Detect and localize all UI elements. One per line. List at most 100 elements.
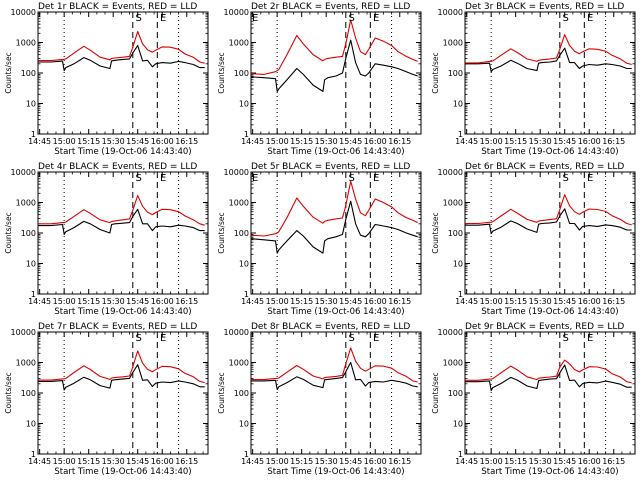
x-axis-label: Start Time (19-Oct-06 14:43:40) (54, 147, 191, 157)
y-tick-label: 1000 (16, 359, 36, 368)
panel-title: Det 3r BLACK = Events, RED = LLD (465, 2, 624, 12)
y-axis-label: Counts/sec (4, 212, 13, 253)
y-tick-label: 10000 (11, 328, 36, 337)
detector-panel: Det 7r BLACK = Events, RED = LLD 1 10 100 10… (4, 322, 209, 477)
plot-frame (250, 331, 422, 455)
panel-title: Det 4r BLACK = Events, RED = LLD (38, 162, 197, 172)
x-tick-label: 15:00 (53, 137, 76, 146)
y-tick-label: 1000 (16, 199, 36, 208)
marker-annotation: S (135, 333, 141, 344)
x-tick-label: 15:45 (339, 457, 362, 466)
x-tick-label: 15:30 (102, 137, 125, 146)
x-tick-label: 16:00 (364, 137, 387, 146)
y-axis-label: Counts/sec (4, 372, 13, 413)
x-tick-label: 14:45 (455, 137, 478, 146)
x-tick-label: 16:00 (578, 137, 601, 146)
panel-title: Det 7r BLACK = Events, RED = LLD (38, 322, 197, 332)
detector-panel: Det 4r BLACK = Events, RED = LLD 1 10 100 10… (4, 162, 209, 317)
marker-annotation: E (252, 173, 258, 184)
panel-title: Det 5r BLACK = Events, RED = LLD (251, 162, 410, 172)
y-tick-label: 10 (26, 260, 36, 269)
x-tick-label: 15:45 (339, 297, 362, 306)
y-tick-label: 1000 (443, 199, 463, 208)
x-tick-label: 14:45 (28, 457, 51, 466)
lld-series-line (38, 30, 205, 64)
y-tick-label: 1000 (443, 39, 463, 48)
y-axis-label: Counts/sec (217, 52, 226, 93)
y-tick-label: 100 (234, 229, 249, 238)
y-tick-label: 100 (234, 69, 249, 78)
marker-annotation: S (348, 173, 354, 184)
y-axis-label: Counts/sec (217, 372, 226, 413)
lld-series-line (250, 19, 418, 75)
marker-annotation: S (562, 333, 568, 344)
y-tick-label: 1 (244, 450, 249, 459)
x-tick-label: 15:45 (126, 457, 149, 466)
x-axis-label: Start Time (19-Oct-06 14:43:40) (481, 147, 618, 157)
y-tick-label: 100 (448, 69, 463, 78)
y-tick-label: 10 (26, 100, 36, 109)
x-tick-label: 15:45 (553, 457, 576, 466)
detector-panel: Det 9r BLACK = Events, RED = LLD 1 10 100 10… (431, 322, 636, 477)
y-tick-label: 100 (234, 389, 249, 398)
x-tick-label: 16:00 (578, 297, 601, 306)
x-tick-label: 15:15 (290, 137, 313, 146)
x-tick-label: 16:15 (388, 297, 411, 306)
detector-panel: Det 3r BLACK = Events, RED = LLD 1 10 100 10… (431, 2, 636, 157)
y-tick-label: 10 (239, 100, 249, 109)
x-axis-label: Start Time (19-Oct-06 14:43:40) (267, 147, 404, 157)
x-axis-label: Start Time (19-Oct-06 14:43:40) (267, 307, 404, 317)
y-tick-label: 10 (239, 260, 249, 269)
x-tick-label: 14:45 (241, 297, 264, 306)
lld-series-line (250, 180, 418, 237)
y-tick-label: 100 (21, 389, 36, 398)
x-tick-label: 16:15 (602, 137, 625, 146)
y-tick-label: 10 (453, 420, 463, 429)
marker-annotation: S (348, 13, 354, 24)
events-series-line (250, 39, 418, 92)
y-axis-label: Counts/sec (431, 372, 440, 413)
events-series-line (465, 208, 632, 235)
panel-title: Det 2r BLACK = Events, RED = LLD (251, 2, 410, 12)
x-tick-label: 14:45 (455, 457, 478, 466)
detector-panel: Det 6r BLACK = Events, RED = LLD 1 10 100 10… (431, 162, 636, 317)
x-tick-label: 15:15 (77, 457, 100, 466)
lld-series-line (38, 350, 205, 384)
y-tick-label: 10000 (11, 8, 36, 17)
y-tick-label: 1 (31, 290, 36, 299)
y-tick-label: 1 (458, 290, 463, 299)
detector-panel: Det 5r BLACK = Events, RED = LLD 1 10 100 10… (217, 162, 422, 317)
marker-annotation: S (562, 13, 568, 24)
x-tick-label: 16:15 (388, 137, 411, 146)
y-tick-label: 1 (458, 130, 463, 139)
y-tick-label: 10 (26, 420, 36, 429)
x-tick-label: 15:30 (315, 137, 338, 146)
x-tick-label: 16:00 (578, 457, 601, 466)
lld-series-line (465, 194, 632, 226)
y-axis-label: Counts/sec (4, 52, 13, 93)
lld-series-line (465, 359, 632, 384)
x-tick-label: 16:15 (175, 297, 198, 306)
panel-title: Det 8r BLACK = Events, RED = LLD (251, 322, 410, 332)
x-tick-label: 15:00 (53, 297, 76, 306)
panel-title: Det 6r BLACK = Events, RED = LLD (465, 162, 624, 172)
x-tick-label: 14:45 (241, 457, 264, 466)
y-tick-label: 1000 (229, 359, 249, 368)
marker-annotation: E (587, 173, 593, 184)
y-tick-label: 100 (21, 229, 36, 238)
x-tick-label: 15:15 (290, 297, 313, 306)
x-tick-label: 15:15 (504, 457, 527, 466)
x-tick-label: 15:30 (529, 457, 552, 466)
x-axis-label: Start Time (19-Oct-06 14:43:40) (481, 467, 618, 477)
y-tick-label: 1 (31, 130, 36, 139)
detector-panel: Det 2r BLACK = Events, RED = LLD 1 10 100 10… (217, 2, 422, 157)
marker-annotation: E (373, 333, 379, 344)
x-tick-label: 15:30 (315, 457, 338, 466)
x-tick-label: 16:00 (151, 457, 174, 466)
events-series-line (465, 364, 632, 392)
detector-panel: Det 1r BLACK = Events, RED = LLD 1 10 100 10… (4, 2, 209, 157)
plot-frame (250, 11, 422, 135)
events-series-line (251, 361, 418, 391)
x-tick-label: 16:00 (151, 137, 174, 146)
